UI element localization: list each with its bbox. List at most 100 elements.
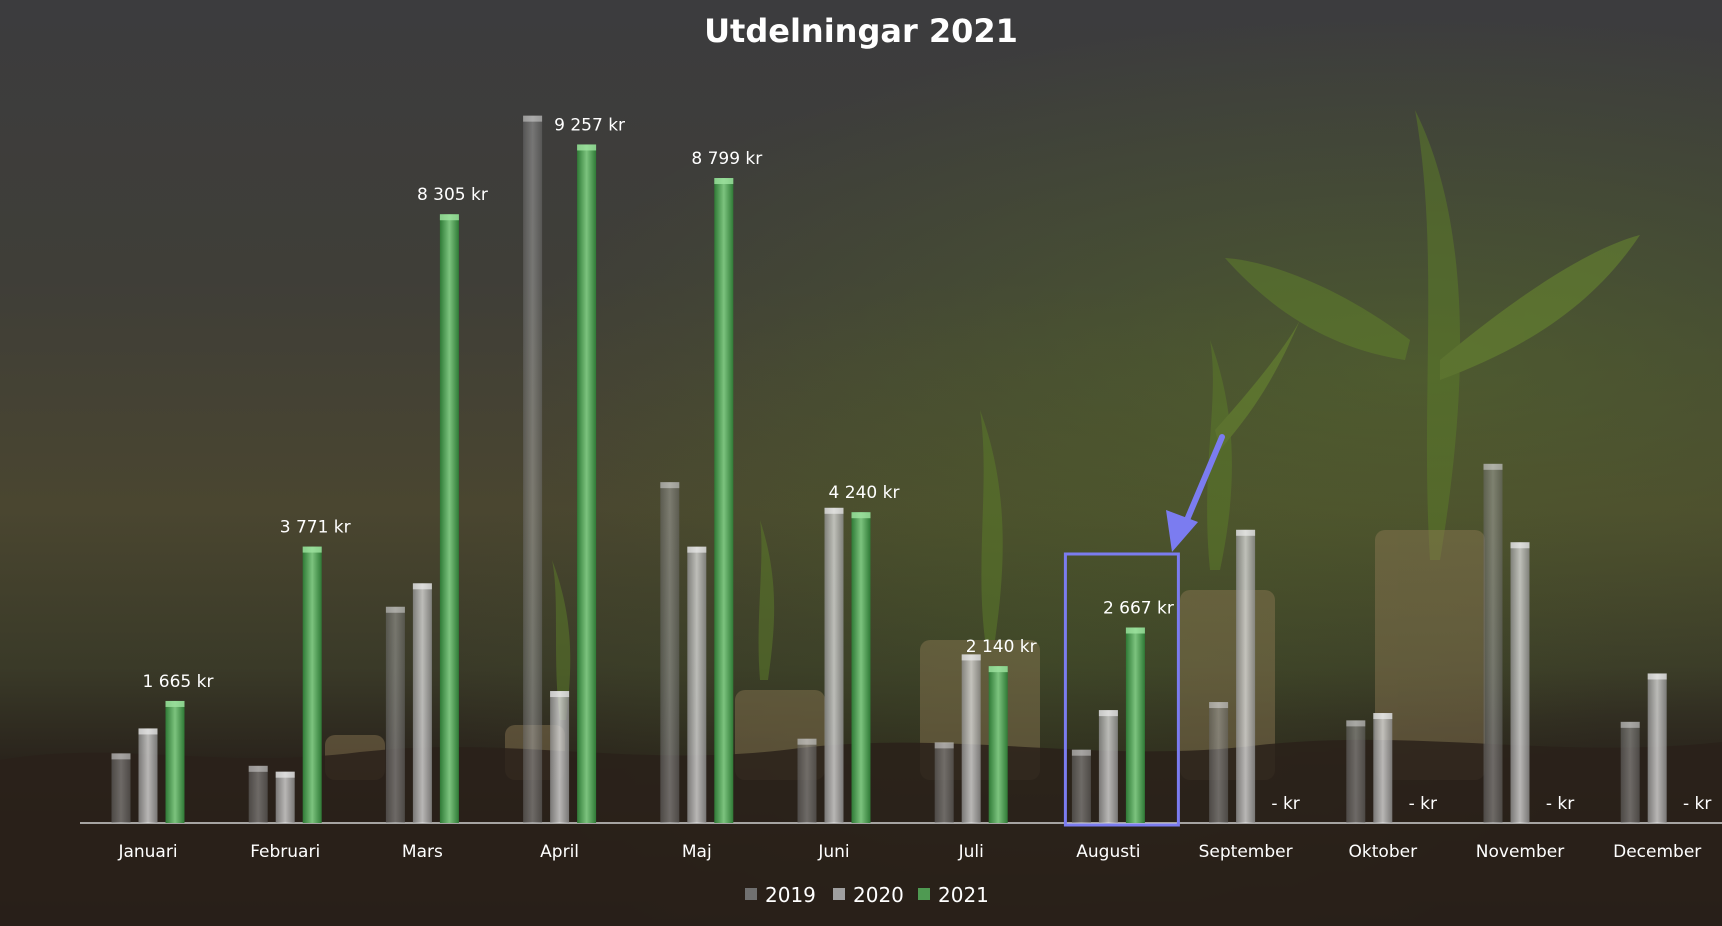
bar-cap-2019-februari	[248, 765, 268, 772]
chart-title: Utdelningar 2021	[704, 12, 1018, 50]
bar-2020-februari	[275, 771, 295, 823]
bar-2021-februari	[302, 546, 322, 823]
bar-2020-oktober	[1373, 713, 1393, 823]
data-label-augusti: 2 667 kr	[1103, 599, 1174, 619]
bar-2021-juli	[988, 666, 1008, 823]
bar-cap-2020-maj	[687, 546, 707, 553]
bar-cap-2020-juli	[961, 654, 981, 661]
bar-cap-2019-augusti	[1071, 749, 1091, 756]
bar-cap-2020-februari	[275, 771, 295, 778]
bar-2020-juli	[961, 654, 981, 823]
data-label-maj: 8 799 kr	[691, 149, 762, 169]
bar-cap-2019-april	[523, 115, 543, 122]
bar-cap-2020-januari	[138, 728, 158, 735]
legend: 2019 2020 2021	[745, 883, 989, 907]
category-label-april: April	[540, 842, 579, 862]
bar-cap-2020-november	[1510, 542, 1530, 549]
bar-2021-augusti	[1125, 627, 1145, 823]
data-label-oktober: - kr	[1409, 794, 1437, 814]
data-label-april: 9 257 kr	[554, 115, 625, 135]
bar-cap-2019-juni	[797, 738, 817, 745]
legend-swatch-2020	[833, 888, 845, 900]
bar-2019-juni	[797, 738, 817, 823]
legend-label-2019: 2019	[765, 883, 816, 907]
bar-2019-juli	[934, 742, 954, 823]
category-label-juli: Juli	[958, 842, 984, 862]
bar-2019-september	[1209, 702, 1229, 823]
category-label-november: November	[1476, 842, 1564, 862]
bar-cap-2020-september	[1236, 529, 1256, 536]
bar-2021-januari	[165, 700, 185, 823]
legend-swatch-2021	[918, 888, 930, 900]
bar-cap-2019-maj	[660, 482, 680, 489]
bar-cap-2021-maj	[714, 178, 734, 185]
legend-swatch-2019	[745, 888, 757, 900]
category-label-september: September	[1199, 842, 1293, 862]
bar-2019-januari	[111, 753, 131, 823]
bar-2019-december	[1620, 721, 1640, 823]
legend-label-2020: 2020	[853, 883, 904, 907]
bar-cap-2019-december	[1620, 721, 1640, 728]
bar-2019-oktober	[1346, 720, 1366, 823]
category-label-augusti: Augusti	[1076, 842, 1140, 862]
highlight-box	[1063, 552, 1180, 827]
data-label-februari: 3 771 kr	[280, 518, 351, 538]
bar-cap-2020-april	[550, 691, 570, 698]
category-label-mars: Mars	[402, 842, 443, 862]
bar-cap-2019-juli	[934, 742, 954, 749]
bar-2020-april	[550, 691, 570, 823]
bar-2019-maj	[660, 482, 680, 823]
bar-2020-januari	[138, 728, 158, 823]
data-label-mars: 8 305 kr	[417, 185, 488, 205]
data-label-september: - kr	[1271, 794, 1299, 814]
category-label-februari: Februari	[250, 842, 320, 862]
data-label-januari: 1 665 kr	[143, 672, 214, 692]
bar-cap-2019-september	[1209, 702, 1229, 709]
bar-cap-2019-oktober	[1346, 720, 1366, 727]
bar-2020-november	[1510, 542, 1530, 823]
bar-2020-september	[1236, 529, 1256, 823]
bar-cap-2021-april	[577, 144, 597, 151]
bar-cap-2019-mars	[385, 606, 405, 613]
bar-2019-augusti	[1071, 749, 1091, 823]
category-label-december: December	[1613, 842, 1701, 862]
category-label-januari: Januari	[117, 842, 177, 862]
bar-2021-maj	[714, 178, 734, 823]
legend-label-2021: 2021	[938, 883, 989, 907]
bar-2020-juni	[824, 507, 844, 823]
category-label-maj: Maj	[682, 842, 712, 862]
bar-cap-2020-augusti	[1098, 710, 1118, 717]
bar-2020-december	[1647, 673, 1667, 823]
bar-2020-augusti	[1098, 710, 1118, 823]
bar-2019-mars	[385, 606, 405, 823]
bar-2019-april	[523, 115, 543, 823]
bar-cap-2019-november	[1483, 463, 1503, 470]
highlight-arrow	[1181, 434, 1225, 530]
bar-2021-juni	[851, 512, 871, 823]
bar-cap-2021-mars	[439, 214, 459, 221]
bar-cap-2020-december	[1647, 673, 1667, 680]
bar-2019-november	[1483, 463, 1503, 823]
category-label-juni: Juni	[817, 842, 849, 862]
bar-2020-mars	[412, 583, 432, 823]
bar-cap-2019-januari	[111, 753, 131, 760]
bar-cap-2020-oktober	[1373, 713, 1393, 720]
data-label-november: - kr	[1546, 794, 1574, 814]
data-label-december: - kr	[1683, 794, 1711, 814]
bar-cap-2020-mars	[412, 583, 432, 590]
bar-cap-2020-juni	[824, 507, 844, 514]
bar-cap-2021-juli	[988, 666, 1008, 673]
bar-2021-mars	[439, 214, 459, 823]
labels-group: 1 665 kr 3 771 kr 8 305 kr 9 257 kr 8 799 kr…	[143, 115, 1712, 814]
plant-silhouettes	[552, 110, 1640, 720]
bar-2020-maj	[687, 546, 707, 823]
highlight-arrowhead	[1166, 510, 1198, 552]
bar-cap-2021-juni	[851, 512, 871, 519]
bar-2021-april	[577, 144, 597, 823]
bar-cap-2021-augusti	[1125, 627, 1145, 634]
bars-group	[111, 115, 1667, 823]
category-labels-group: Januari Februari Mars April Maj Juni Juli Augus…	[117, 842, 1701, 862]
highlight-group	[1063, 434, 1225, 827]
data-label-juli: 2 140 kr	[966, 637, 1037, 657]
